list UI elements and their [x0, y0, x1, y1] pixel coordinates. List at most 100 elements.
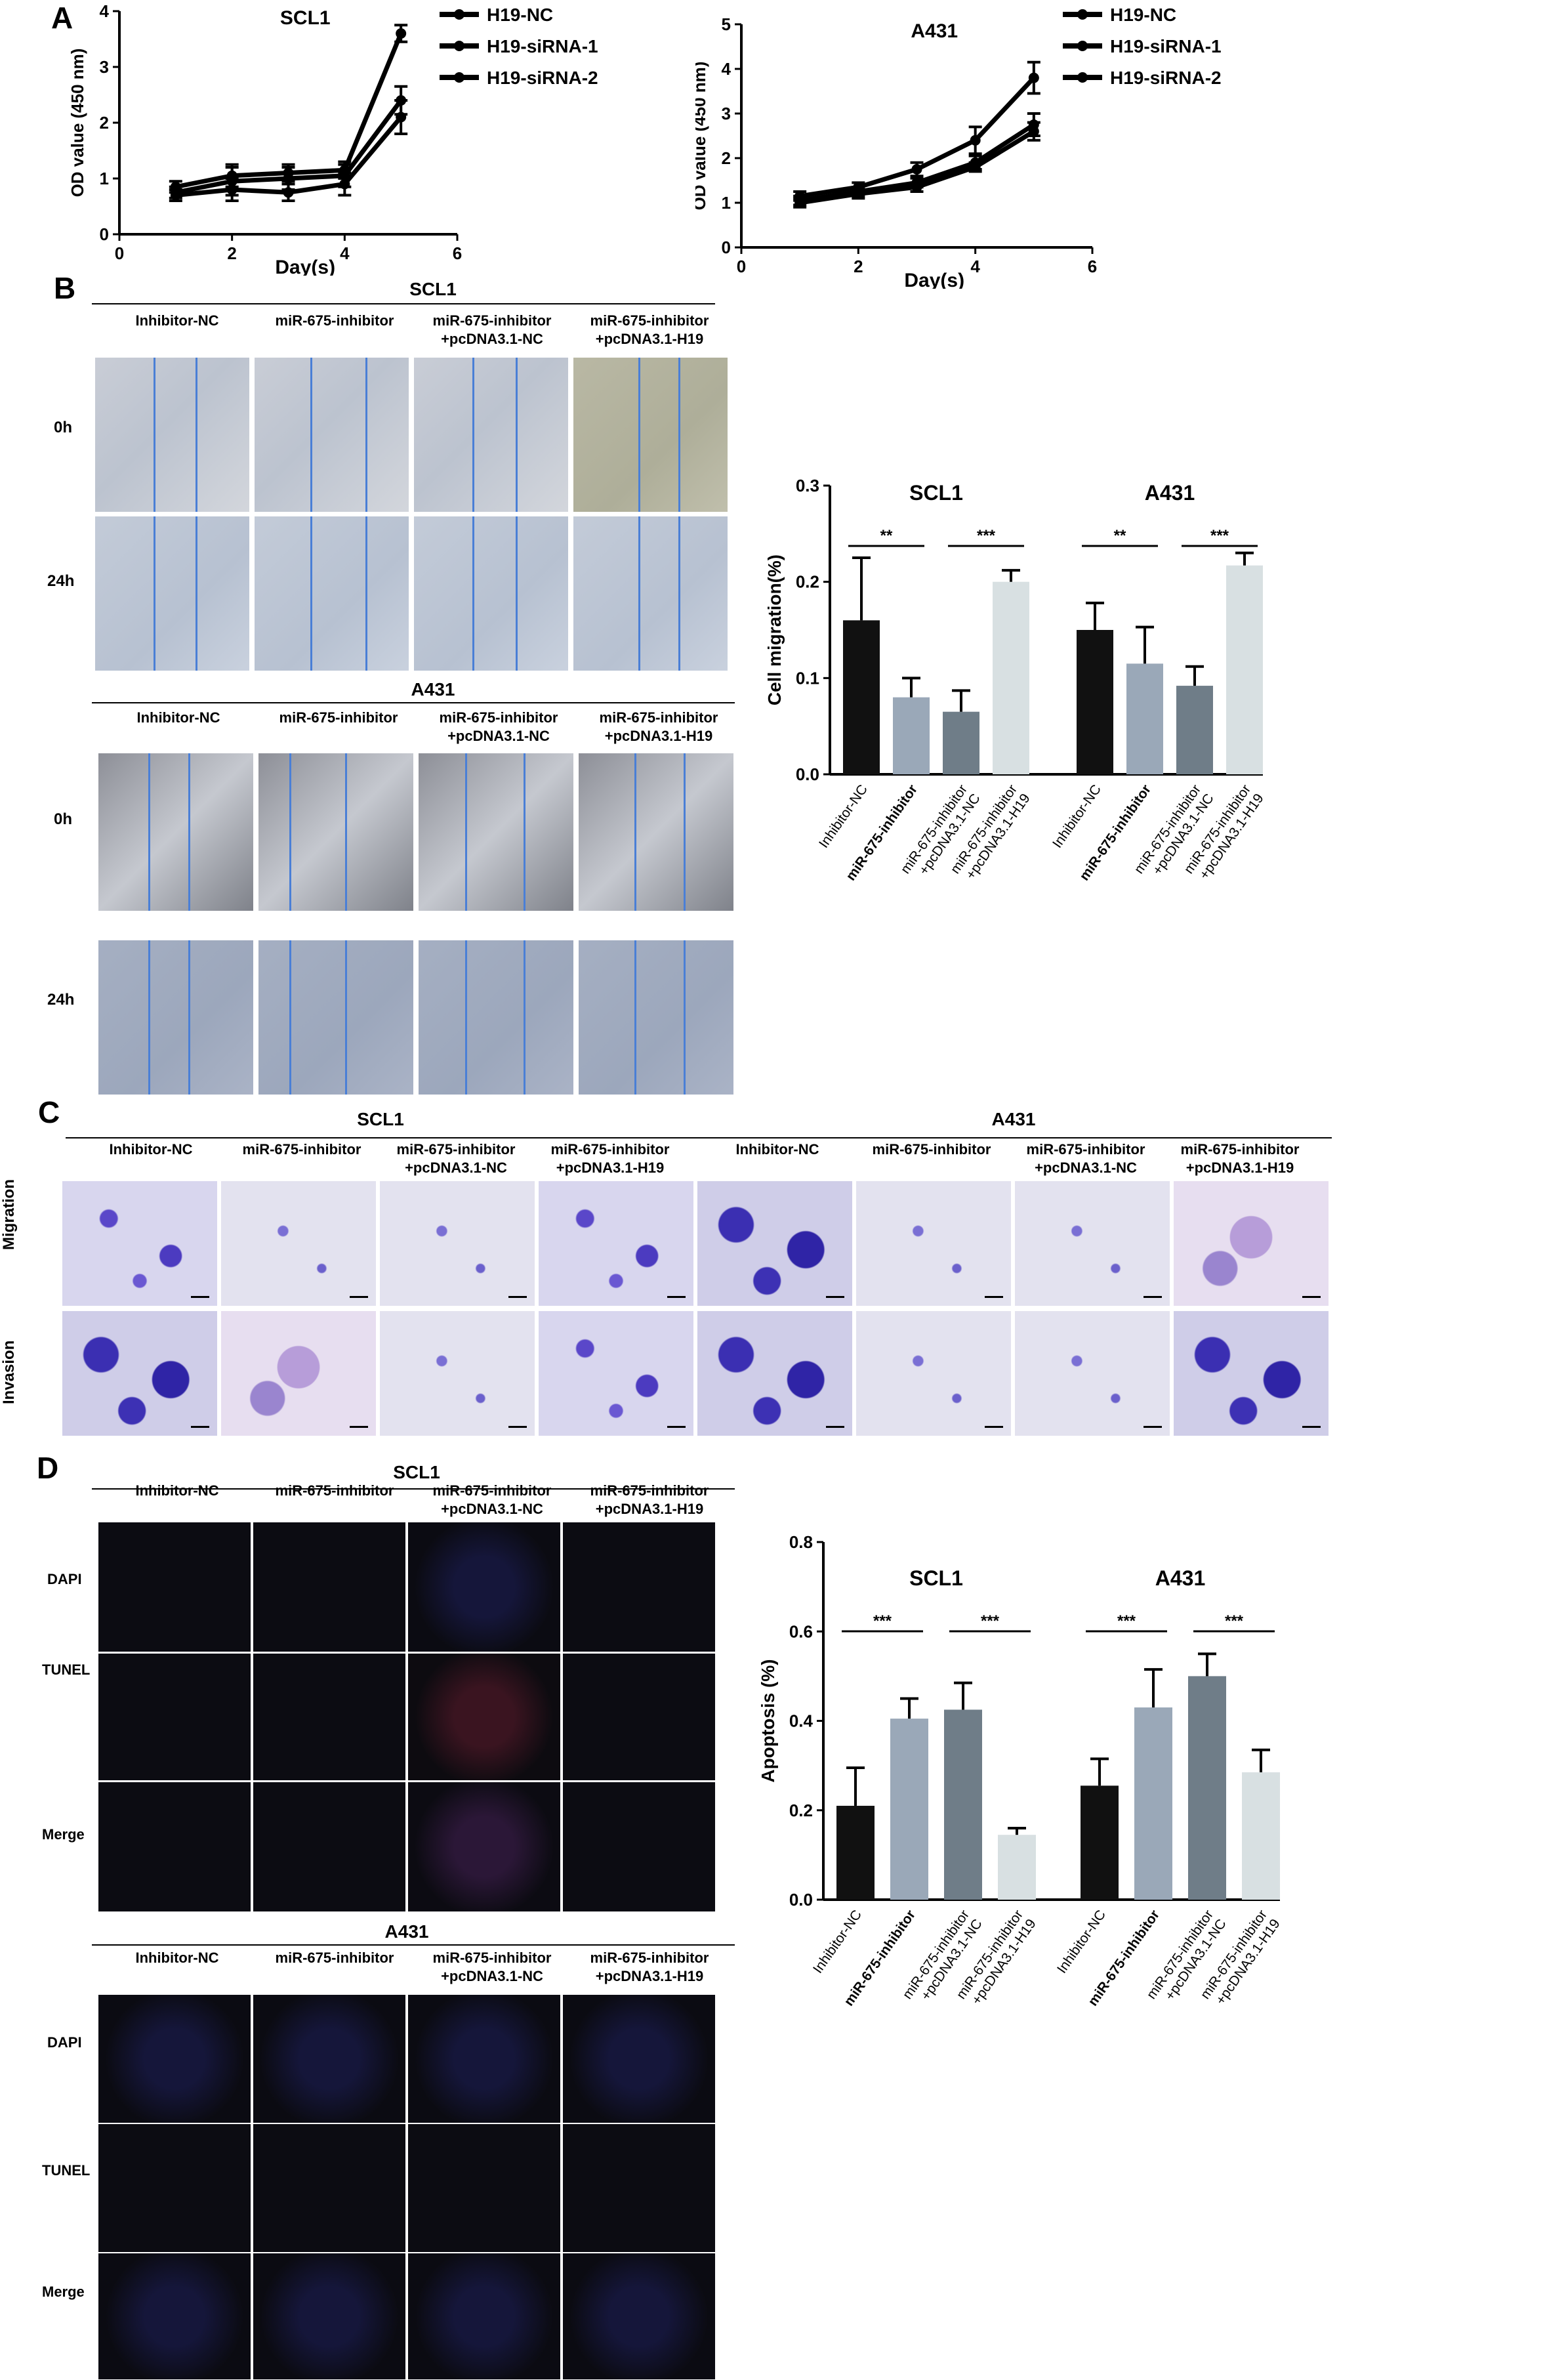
bar: [1126, 663, 1163, 774]
x-tick-label: Inhibitor-NC: [816, 782, 871, 851]
y-tick-label: 1: [722, 193, 731, 213]
data-point: [794, 198, 806, 208]
scratch-boundary: [524, 940, 526, 1095]
scratch-a431-image: [579, 753, 733, 911]
panel-letter-a: A: [51, 1, 73, 35]
bar: [993, 581, 1029, 774]
tunel-scl1-image: [563, 1654, 715, 1780]
scratch-boundary: [684, 753, 686, 911]
panel-d-a431-condition-label: miR-675-inhibitor +pcDNA3.1-H19: [590, 1950, 709, 1984]
chart-title: SCL1: [280, 7, 331, 29]
x-tick-label: 0: [737, 257, 746, 276]
group-title: A431: [1145, 481, 1195, 505]
transwell-image: [62, 1181, 217, 1306]
tunel-a431-image: [98, 1995, 251, 2123]
scratch-boundary: [365, 516, 368, 671]
scale-bar: [667, 1426, 686, 1428]
scratch-boundary: [634, 753, 636, 911]
data-point: [283, 173, 294, 184]
tunel-scl1-image: [408, 1522, 560, 1652]
tunel-a431-image: [408, 2124, 560, 2252]
panel-c-condition-label: miR-675-inhibitor +pcDNA3.1-NC: [396, 1141, 516, 1176]
scratch-boundary: [472, 358, 475, 512]
scratch-boundary: [472, 516, 475, 671]
scale-bar: [826, 1296, 844, 1298]
scratch-boundary: [188, 753, 190, 911]
y-tick-label: 0.4: [789, 1711, 814, 1731]
y-tick-label: 0.0: [789, 1890, 813, 1910]
significance-label: **: [880, 527, 893, 545]
scale-bar: [191, 1426, 209, 1428]
x-tick-label: Inhibitor-NC: [1054, 1908, 1109, 1976]
scratch-scl1-image: [255, 516, 409, 671]
scratch-boundary: [289, 753, 292, 911]
scratch-boundary: [678, 358, 680, 512]
significance-label: **: [1114, 527, 1126, 545]
group-title: SCL1: [909, 481, 963, 505]
scratch-a431-image: [98, 753, 253, 911]
panel-c-rule: [66, 1137, 1332, 1138]
y-tick-label: 2: [100, 113, 109, 133]
panel-d-scl1-row-dapi: DAPI: [47, 1571, 82, 1587]
tunel-a431-image: [408, 2253, 560, 2379]
scratch-boundary: [195, 516, 197, 671]
panel-b-scl1-condition-label: miR-675-inhibitor: [275, 312, 394, 329]
legend-label: H19-NC: [487, 5, 553, 25]
scale-bar: [1302, 1426, 1321, 1428]
x-tick-label: 2: [227, 243, 236, 263]
scratch-a431-image: [579, 940, 733, 1095]
scratch-boundary: [365, 358, 368, 512]
y-tick-label: 0.2: [796, 572, 819, 592]
scratch-boundary: [345, 753, 348, 911]
bar: [843, 620, 880, 774]
panel-b-a431-condition-label: Inhibitor-NC: [136, 709, 220, 726]
x-tick-label: 2: [854, 257, 863, 276]
scratch-boundary: [678, 516, 680, 671]
scratch-boundary: [310, 358, 312, 512]
tunel-a431-image: [563, 2124, 715, 2252]
legend-marker: [1077, 72, 1088, 83]
data-point: [396, 28, 407, 39]
x-tick-label: 4: [970, 257, 980, 276]
x-tick-label: 4: [340, 243, 350, 263]
bar: [1077, 630, 1113, 774]
data-point: [283, 187, 294, 198]
y-tick-label: 3: [100, 57, 109, 77]
panel-c-condition-label: Inhibitor-NC: [735, 1141, 819, 1158]
y-tick-label: 0: [100, 224, 109, 244]
bar: [944, 1709, 982, 1900]
transwell-image: [1174, 1181, 1329, 1306]
x-tick-label-line: Inhibitor-NC: [816, 782, 871, 851]
y-tick-label: 0.1: [796, 668, 819, 688]
panel-letter-c: C: [38, 1095, 60, 1129]
scale-bar: [667, 1296, 686, 1298]
tunel-scl1-image: [98, 1782, 251, 1911]
data-point: [970, 161, 981, 173]
panel-b-a431-condition-label: miR-675-inhibitor: [279, 709, 398, 726]
bar: [943, 711, 979, 774]
data-point: [1028, 72, 1039, 83]
data-point: [911, 164, 922, 175]
data-point: [911, 182, 922, 193]
significance-label: ***: [873, 1612, 892, 1630]
panel-d-a431-row-tunel: TUNEL: [42, 2162, 91, 2179]
bar: [1242, 1772, 1280, 1900]
significance-label: ***: [1117, 1612, 1136, 1630]
transwell-image: [1174, 1311, 1329, 1436]
scratch-boundary: [516, 516, 518, 671]
transwell-image: [221, 1181, 376, 1306]
panel-b-a431-condition-label: miR-675-inhibitor +pcDNA3.1-NC: [439, 709, 558, 744]
panel-c-scl1-title: SCL1: [357, 1109, 404, 1129]
panel-b-scl1-condition-label: miR-675-inhibitor +pcDNA3.1-NC: [432, 312, 552, 347]
panel-d-scl1-rule: [92, 1488, 735, 1490]
panel-c-condition-label: miR-675-inhibitor: [242, 1141, 361, 1158]
scale-bar: [350, 1426, 368, 1428]
panel-d-scl1-title: SCL1: [393, 1462, 440, 1482]
data-point: [170, 190, 181, 201]
y-tick-label: 0: [722, 238, 731, 257]
x-tick-label: 6: [1088, 257, 1097, 276]
transwell-image: [380, 1311, 535, 1436]
y-axis-label: OD value (450 nm): [68, 49, 87, 198]
panel-c-row-invasion: Invasion: [0, 1340, 18, 1404]
scale-bar: [1143, 1426, 1162, 1428]
